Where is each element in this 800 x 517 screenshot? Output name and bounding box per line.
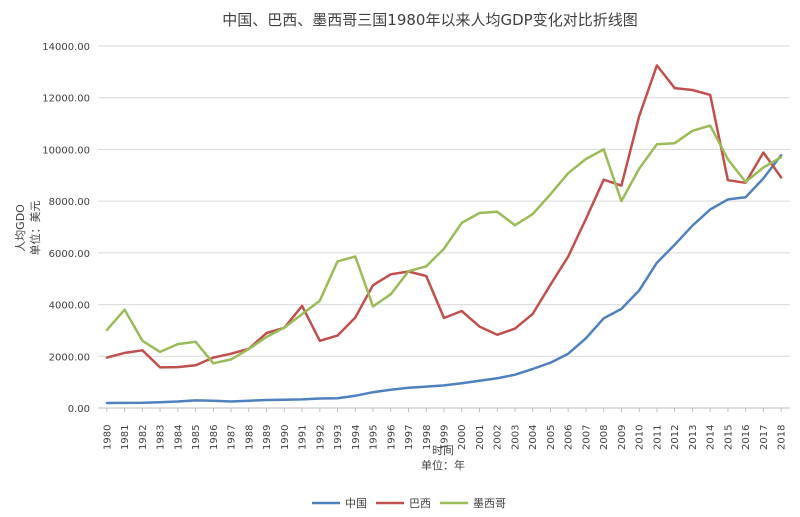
x-tick-label: 1991 (298, 425, 309, 450)
x-tick-label: 1993 (333, 425, 344, 450)
x-tick-label: 2000 (457, 425, 468, 450)
x-tick-label: 2016 (741, 425, 752, 450)
x-axis-ticks: 1980 1981 1982 1983 1984 1985 1986 1987 1988 1989… (102, 408, 788, 450)
legend-label: 巴西 (409, 497, 431, 510)
x-tick-label: 1994 (351, 425, 362, 450)
y-axis-unit: 单位：美元 (28, 201, 42, 256)
y-tick-label: 12000.00 (42, 94, 90, 105)
x-tick-label: 2010 (635, 425, 646, 450)
series-lines (105, 64, 783, 405)
x-tick-label: 1992 (315, 425, 326, 450)
y-axis-ticks: 0.00 2000.00 4000.00 6000.00 8000.00 10000.00… (42, 42, 90, 415)
x-tick-label: 2009 (617, 425, 628, 450)
y-tick-label: 8000.00 (49, 197, 90, 208)
x-tick-label: 2012 (670, 425, 681, 450)
x-tick-label: 2003 (510, 425, 521, 450)
x-tick-label: 1997 (404, 425, 415, 450)
legend-label: 墨西哥 (473, 497, 506, 510)
x-tick-label: 1982 (138, 425, 149, 450)
x-tick-label: 2008 (599, 425, 610, 450)
y-tick-label: 14000.00 (42, 42, 90, 53)
x-axis-unit: 单位：年 (421, 458, 465, 472)
x-tick-label: 1995 (369, 425, 380, 450)
x-tick-label: 1999 (440, 425, 451, 450)
legend: 中国 巴西 墨西哥 (312, 497, 506, 510)
y-axis-title: 人均GDO (14, 204, 27, 252)
x-tick-label: 2011 (652, 425, 663, 450)
series-line-2 (105, 124, 783, 365)
y-tick-label: 2000.00 (49, 352, 90, 363)
x-tick-label: 1998 (422, 425, 433, 450)
y-tick-label: 6000.00 (49, 249, 90, 260)
x-tick-label: 1981 (120, 425, 131, 450)
y-tick-label: 10000.00 (42, 145, 90, 156)
series-line-1 (105, 64, 783, 369)
series-line-0 (105, 154, 783, 405)
x-axis-title: 时间 (432, 444, 454, 457)
chart-title: 中国、巴西、墨西哥三国1980年以来人均GDP变化对比折线图 (222, 11, 637, 29)
x-tick-label: 2014 (706, 425, 717, 450)
y-tick-label: 4000.00 (49, 301, 90, 312)
x-tick-label: 1983 (156, 425, 167, 450)
x-tick-label: 1988 (244, 425, 255, 450)
legend-label: 中国 (345, 497, 367, 510)
x-tick-label: 2015 (723, 425, 734, 450)
x-tick-label: 2018 (777, 425, 788, 450)
x-tick-label: 1990 (280, 425, 291, 450)
x-tick-label: 1985 (191, 425, 202, 450)
x-tick-label: 1980 (102, 425, 113, 450)
y-tick-label: 0.00 (68, 404, 90, 415)
x-tick-label: 1986 (209, 425, 220, 450)
x-tick-label: 2006 (564, 425, 575, 450)
x-tick-label: 1987 (227, 425, 238, 450)
x-tick-label: 1989 (262, 425, 273, 450)
x-tick-label: 1996 (386, 425, 397, 450)
gridlines (98, 45, 790, 409)
x-tick-label: 2013 (688, 425, 699, 450)
x-tick-label: 2005 (546, 425, 557, 450)
x-tick-label: 2004 (528, 425, 539, 450)
x-tick-label: 2017 (759, 425, 770, 450)
x-tick-label: 1984 (173, 425, 184, 450)
x-tick-label: 2007 (581, 425, 592, 450)
x-tick-label: 2002 (493, 425, 504, 450)
x-tick-label: 2001 (475, 425, 486, 450)
